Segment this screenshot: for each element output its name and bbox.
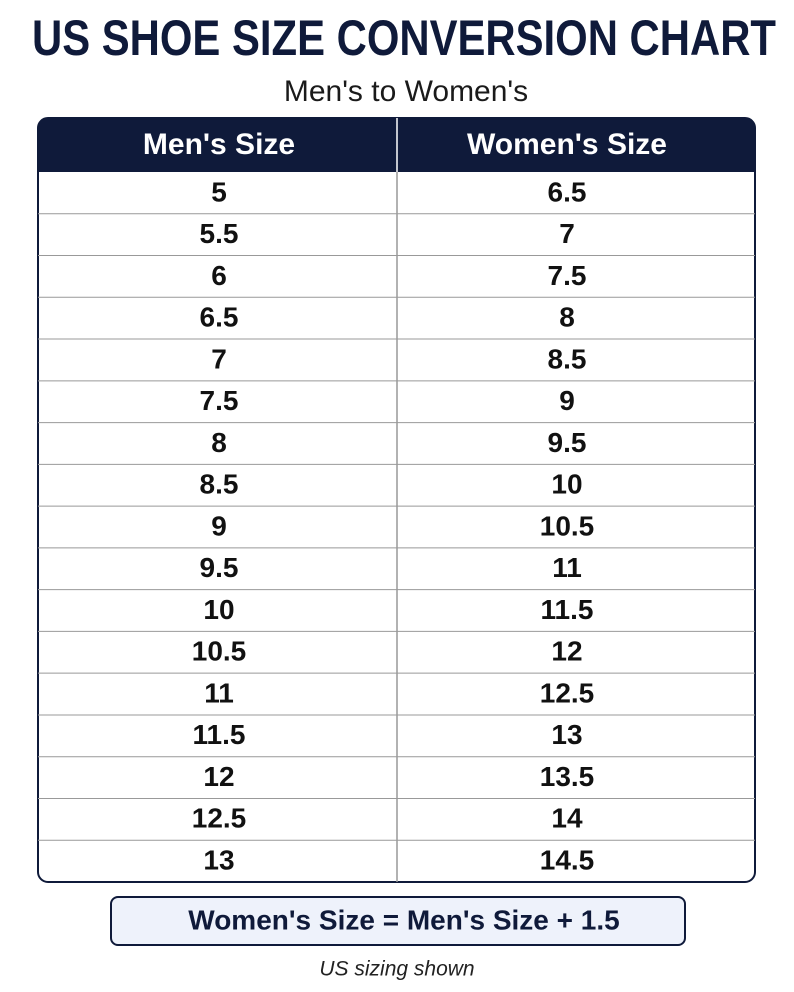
table-cell: 10.5: [192, 636, 247, 667]
table-cell: 9.5: [200, 552, 239, 583]
table-cell: 14: [551, 803, 583, 834]
table-cell: 5.5: [200, 218, 239, 249]
table-cell: 8: [211, 427, 227, 458]
table-cell: 12.5: [192, 803, 247, 834]
table-cell: 14.5: [540, 845, 595, 876]
table-cell: 8.5: [548, 343, 587, 374]
table-cell: 10.5: [540, 510, 595, 541]
column-header: Women's Size: [467, 128, 667, 161]
table-cell: 13.5: [540, 761, 595, 792]
table-cell: 11.5: [193, 719, 246, 750]
table-cell: 6.5: [200, 302, 239, 333]
table-cell: 13: [203, 845, 234, 876]
table-cell: 11.5: [541, 594, 594, 625]
column-header: Men's Size: [143, 128, 295, 161]
table-cell: 7.5: [548, 260, 587, 291]
subtitle: Men's to Women's: [284, 75, 528, 108]
table-cell: 8.5: [200, 469, 239, 500]
table-cell: 12.5: [540, 677, 595, 708]
table-cell: 11: [204, 677, 234, 708]
table-cell: 9.5: [548, 427, 587, 458]
table-cell: 8: [559, 302, 575, 333]
table-cell: 12: [203, 761, 234, 792]
table-cell: 7.5: [200, 385, 239, 416]
title: US SHOE SIZE CONVERSION CHART: [32, 10, 776, 66]
formula: Women's Size = Men's Size + 1.5: [188, 904, 619, 935]
table-body: 5 6.5 5.5 7 6 7.5 6.5 8 7 8.5 7.5 9 8 9.5 8.5 10 9 10.5 9.…: [38, 176, 755, 876]
table-cell: 13: [551, 719, 582, 750]
formula-box: [110, 896, 686, 946]
table-cell: 7: [559, 218, 575, 249]
table-cell: 12: [551, 636, 582, 667]
table-cell: 5: [211, 176, 227, 207]
table-cell: 6: [211, 260, 227, 291]
table-cell: 6.5: [548, 176, 587, 207]
table-cell: 9: [559, 385, 575, 416]
table-cell: 11: [552, 552, 582, 583]
footnote: US sizing shown: [319, 958, 474, 981]
table-cell: 10: [551, 469, 582, 500]
table-cell: 9: [211, 510, 227, 541]
table-cell: 10: [203, 594, 234, 625]
table-cell: 7: [211, 343, 227, 374]
